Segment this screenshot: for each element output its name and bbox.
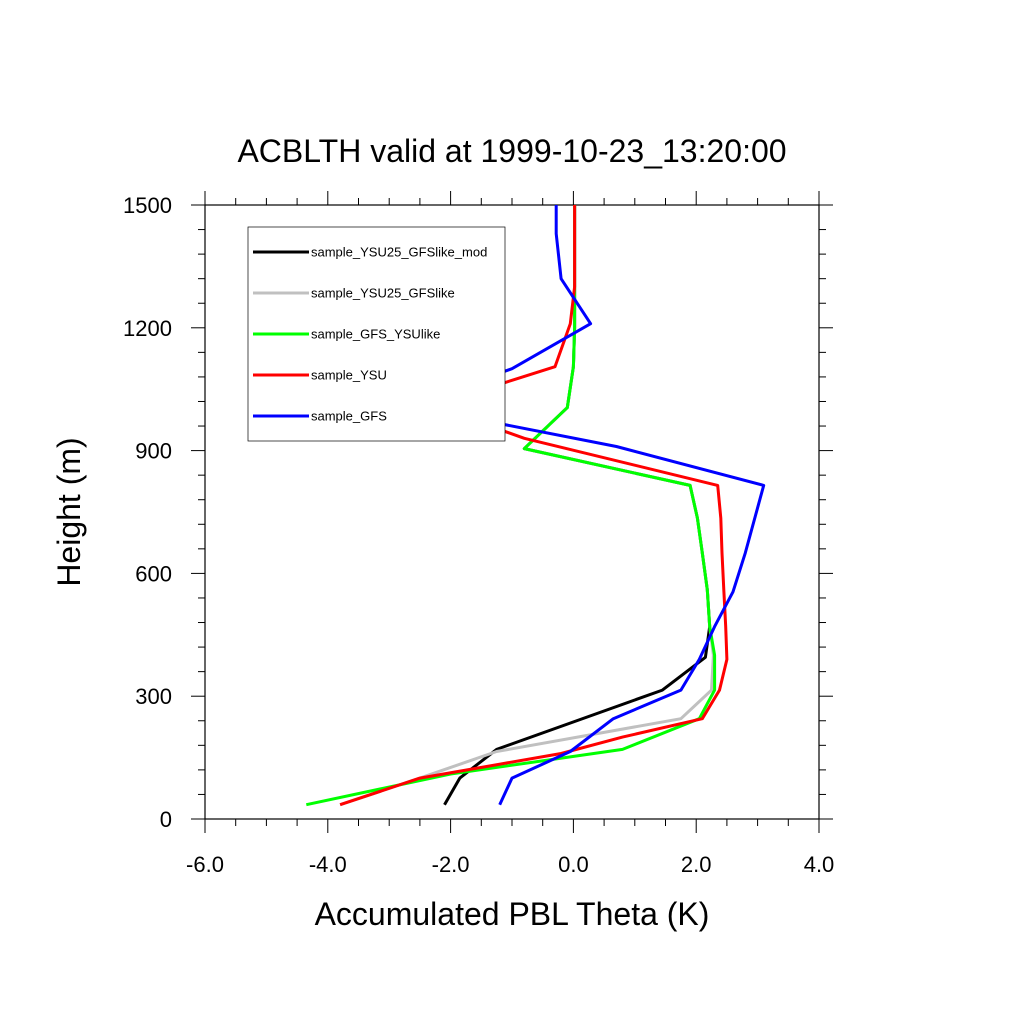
legend-label: sample_GFS [311,409,387,424]
y-tick-label: 900 [135,439,172,464]
y-tick-label: 0 [160,807,172,832]
x-tick-label: 4.0 [804,852,835,877]
legend-label: sample_YSU [311,368,387,383]
y-axis-label: Height (m) [51,437,87,586]
legend-label: sample_YSU25_GFSlike_mod [311,245,487,260]
series-lines [305,205,766,807]
x-tick-label: -4.0 [309,852,347,877]
legend-label: sample_GFS_YSUlike [311,327,440,342]
legend-label: sample_YSU25_GFSlike [311,286,455,301]
x-tick-label: -6.0 [186,852,224,877]
x-tick-label: -2.0 [432,852,470,877]
x-tick-label: 0.0 [558,852,589,877]
legend: sample_YSU25_GFSlike_mod sample_YSU25_GFS… [247,226,506,442]
chart-title: ACBLTH valid at 1999-10-23_13:20:00 [237,133,786,169]
series-line-sample_YSU [339,205,729,807]
y-tick-label: 600 [135,561,172,586]
y-tick-label: 1200 [123,316,172,341]
x-axis-label: Accumulated PBL Theta (K) [315,896,710,932]
y-tick-label: 300 [135,684,172,709]
y-tick-label: 1500 [123,193,172,218]
series-line-sample_GFS_YSUlike [305,205,717,807]
series-line-sample_GFS [406,205,766,806]
axis-ticks [191,191,833,833]
x-tick-label: 2.0 [681,852,712,877]
tick-labels: -6.0 -4.0 -2.0 0.0 2.0 4.0 0 300 600 900 1200 1500 [123,193,834,877]
